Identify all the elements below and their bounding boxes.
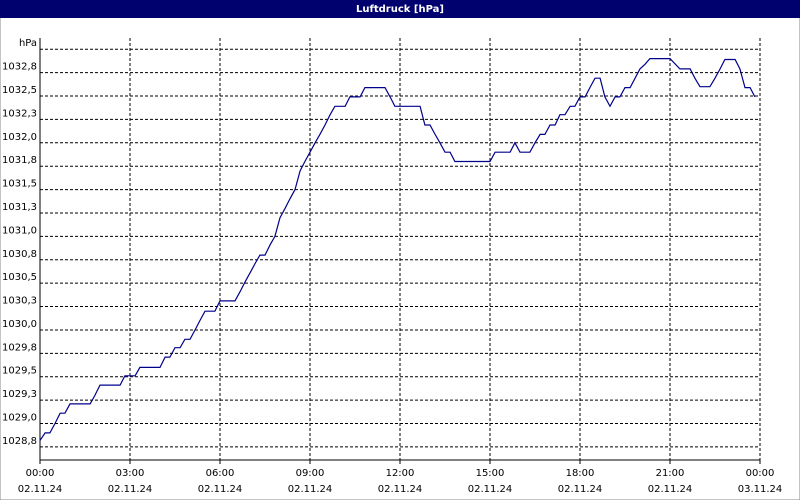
y-tick-label: 1030,3	[2, 296, 37, 307]
data-line	[39, 58, 756, 441]
y-tick-label: 1030,5	[2, 272, 37, 283]
x-tick-date: 02.11.24	[108, 484, 153, 495]
y-tick-label: 1031,0	[2, 225, 37, 236]
x-tick-label: 03:00	[116, 468, 145, 479]
y-tick-label: 1029,5	[2, 366, 37, 377]
x-tick-label: 18:00	[566, 468, 595, 479]
x-tick-date: 02.11.24	[378, 484, 423, 495]
x-tick-date: 02.11.24	[648, 484, 693, 495]
x-tick-label: 06:00	[206, 468, 235, 479]
y-tick-label: 1031,8	[2, 155, 37, 166]
y-tick-label: 1030,0	[2, 319, 37, 330]
x-tick-date: 02.11.24	[288, 484, 333, 495]
y-tick-label: 1029,0	[2, 413, 37, 424]
title-bar	[0, 0, 800, 18]
y-tick-label: 1032,8	[2, 62, 37, 73]
x-tick-date: 02.11.24	[198, 484, 243, 495]
x-tick-label: 00:00	[26, 468, 55, 479]
y-tick-label: hPa	[19, 38, 37, 49]
y-tick-label: 1031,3	[2, 202, 37, 213]
x-tick-date: 02.11.24	[468, 484, 513, 495]
y-tick-label: 1032,5	[2, 85, 37, 96]
y-tick-label: 1029,8	[2, 342, 37, 353]
x-tick-date: 02.11.24	[558, 484, 603, 495]
y-tick-label: 1028,8	[2, 436, 37, 447]
y-tick-label: 1030,8	[2, 249, 37, 260]
x-tick-label: 15:00	[476, 468, 505, 479]
x-tick-label: 12:00	[386, 468, 415, 479]
x-tick-label: 00:00	[746, 468, 775, 479]
y-tick-label: 1029,3	[2, 389, 37, 400]
x-tick-label: 09:00	[296, 468, 325, 479]
y-tick-label: 1032,3	[2, 108, 37, 119]
x-tick-date: 02.11.24	[18, 484, 63, 495]
y-tick-label: 1032,0	[2, 132, 37, 143]
chart-title: Luftdruck [hPa]	[356, 4, 444, 15]
x-tick-date: 03.11.24	[738, 484, 783, 495]
y-tick-label: 1031,5	[2, 179, 37, 190]
x-tick-label: 21:00	[656, 468, 685, 479]
